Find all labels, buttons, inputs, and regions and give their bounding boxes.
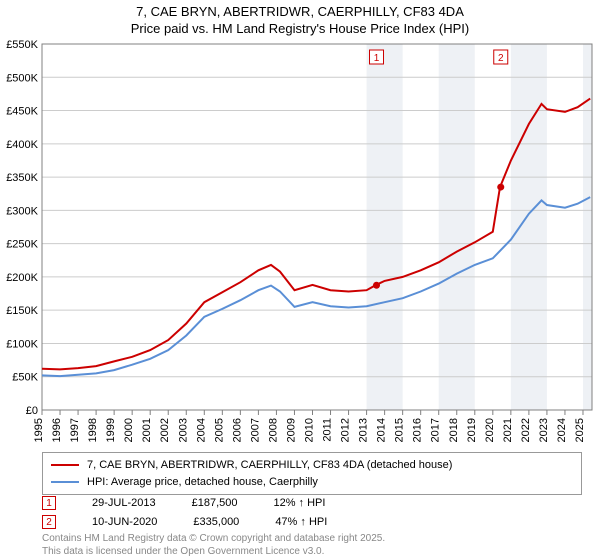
svg-text:2018: 2018 — [448, 418, 460, 442]
transactions-table: 1 29-JUL-2013 £187,500 12% ↑ HPI 2 10-JU… — [42, 494, 582, 531]
svg-text:2024: 2024 — [556, 418, 568, 442]
transaction-price-1: £187,500 — [192, 494, 238, 513]
svg-text:2017: 2017 — [430, 418, 442, 442]
svg-text:2002: 2002 — [159, 418, 171, 442]
transaction-date-2: 10-JUN-2020 — [92, 513, 157, 532]
footer-attribution: Contains HM Land Registry data © Crown c… — [42, 532, 385, 558]
title-line-1: 7, CAE BRYN, ABERTRIDWR, CAERPHILLY, CF8… — [0, 4, 600, 21]
svg-text:2022: 2022 — [520, 418, 532, 442]
svg-text:2005: 2005 — [213, 418, 225, 442]
svg-text:2012: 2012 — [340, 418, 352, 442]
svg-text:£100K: £100K — [6, 338, 38, 350]
footer-line-2: This data is licensed under the Open Gov… — [42, 545, 385, 558]
svg-text:£0: £0 — [26, 405, 38, 417]
svg-text:2010: 2010 — [303, 418, 315, 442]
svg-text:2014: 2014 — [376, 418, 388, 442]
chart-title-block: 7, CAE BRYN, ABERTRIDWR, CAERPHILLY, CF8… — [0, 0, 600, 40]
svg-text:£550K: £550K — [6, 39, 38, 51]
svg-text:£400K: £400K — [6, 139, 38, 151]
svg-text:1: 1 — [374, 53, 380, 64]
svg-text:£500K: £500K — [6, 72, 38, 84]
transaction-delta-1: 12% ↑ HPI — [273, 494, 325, 513]
legend-swatch-2 — [51, 481, 79, 483]
svg-text:2015: 2015 — [394, 418, 406, 442]
svg-text:£300K: £300K — [6, 205, 38, 217]
svg-text:2: 2 — [498, 53, 504, 64]
svg-text:2025: 2025 — [574, 418, 586, 442]
transaction-marker-1: 1 — [42, 496, 56, 510]
transaction-delta-2: 47% ↑ HPI — [275, 513, 327, 532]
transaction-marker-2: 2 — [42, 515, 56, 529]
svg-text:2001: 2001 — [141, 418, 153, 442]
legend-label-2: HPI: Average price, detached house, Caer… — [87, 474, 318, 491]
line-chart: £0 £50K £100K £150K £200K £250K £300K £350K £400… — [0, 38, 600, 448]
svg-text:1995: 1995 — [33, 418, 45, 442]
transaction-price-2: £335,000 — [193, 513, 239, 532]
svg-text:2006: 2006 — [231, 418, 243, 442]
svg-text:2008: 2008 — [267, 418, 279, 442]
svg-text:£50K: £50K — [12, 372, 38, 384]
svg-text:1999: 1999 — [105, 418, 117, 442]
svg-text:2009: 2009 — [285, 418, 297, 442]
svg-text:2007: 2007 — [249, 418, 261, 442]
svg-text:2019: 2019 — [466, 418, 478, 442]
legend-item-2: HPI: Average price, detached house, Caer… — [51, 474, 573, 491]
transaction-row-1: 1 29-JUL-2013 £187,500 12% ↑ HPI — [42, 494, 582, 513]
svg-text:1998: 1998 — [87, 418, 99, 442]
svg-text:£450K: £450K — [6, 106, 38, 118]
svg-text:£150K: £150K — [6, 305, 38, 317]
legend: 7, CAE BRYN, ABERTRIDWR, CAERPHILLY, CF8… — [42, 452, 582, 495]
svg-text:2020: 2020 — [484, 418, 496, 442]
svg-text:£250K: £250K — [6, 239, 38, 251]
svg-text:2011: 2011 — [322, 418, 334, 442]
svg-text:2023: 2023 — [538, 418, 550, 442]
legend-item-1: 7, CAE BRYN, ABERTRIDWR, CAERPHILLY, CF8… — [51, 457, 573, 474]
svg-text:2004: 2004 — [195, 418, 207, 442]
title-line-2: Price paid vs. HM Land Registry's House … — [0, 21, 600, 38]
svg-text:2021: 2021 — [502, 418, 514, 442]
svg-text:2000: 2000 — [123, 418, 135, 442]
svg-text:2016: 2016 — [412, 418, 424, 442]
svg-text:2013: 2013 — [358, 418, 370, 442]
svg-text:1996: 1996 — [51, 418, 63, 442]
svg-text:£200K: £200K — [6, 272, 38, 284]
svg-text:2003: 2003 — [177, 418, 189, 442]
transaction-row-2: 2 10-JUN-2020 £335,000 47% ↑ HPI — [42, 513, 582, 532]
legend-swatch-1 — [51, 464, 79, 466]
transaction-date-1: 29-JUL-2013 — [92, 494, 156, 513]
chart-area: £0 £50K £100K £150K £200K £250K £300K £350K £400… — [0, 38, 600, 448]
legend-label-1: 7, CAE BRYN, ABERTRIDWR, CAERPHILLY, CF8… — [87, 457, 452, 474]
svg-text:£350K: £350K — [6, 172, 38, 184]
svg-text:1997: 1997 — [69, 418, 81, 442]
footer-line-1: Contains HM Land Registry data © Crown c… — [42, 532, 385, 545]
